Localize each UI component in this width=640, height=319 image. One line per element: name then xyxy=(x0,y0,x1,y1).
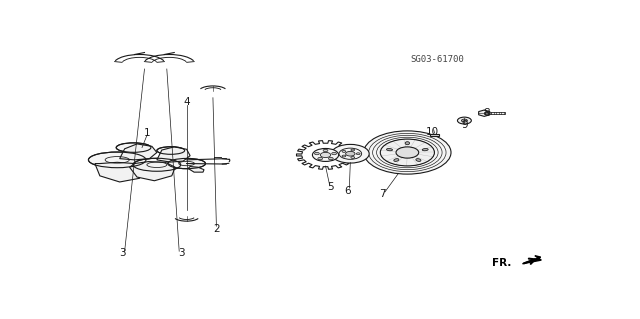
Ellipse shape xyxy=(168,159,205,169)
Circle shape xyxy=(332,152,337,155)
Polygon shape xyxy=(522,256,541,264)
Text: 10: 10 xyxy=(426,127,439,137)
Circle shape xyxy=(332,145,369,163)
Polygon shape xyxy=(157,147,190,162)
Text: 9: 9 xyxy=(461,121,468,130)
Text: 8: 8 xyxy=(483,108,490,118)
Ellipse shape xyxy=(416,159,421,161)
Circle shape xyxy=(346,152,355,156)
Text: 7: 7 xyxy=(380,189,386,199)
Polygon shape xyxy=(479,110,490,116)
Circle shape xyxy=(342,151,346,152)
Circle shape xyxy=(356,153,360,155)
Circle shape xyxy=(318,157,323,160)
Circle shape xyxy=(396,147,419,158)
Text: 3: 3 xyxy=(179,248,185,258)
Text: 5: 5 xyxy=(327,182,334,192)
Text: 4: 4 xyxy=(183,97,190,107)
Circle shape xyxy=(342,155,346,157)
Circle shape xyxy=(351,157,355,159)
Circle shape xyxy=(320,152,331,158)
Ellipse shape xyxy=(157,147,185,154)
Polygon shape xyxy=(120,144,157,160)
Ellipse shape xyxy=(405,142,410,145)
Text: 1: 1 xyxy=(143,128,150,138)
Ellipse shape xyxy=(422,149,428,151)
Polygon shape xyxy=(188,167,204,172)
Circle shape xyxy=(314,152,319,155)
FancyBboxPatch shape xyxy=(430,134,439,136)
Ellipse shape xyxy=(387,149,392,151)
Text: 3: 3 xyxy=(119,248,125,258)
Ellipse shape xyxy=(133,158,180,171)
Polygon shape xyxy=(129,162,175,181)
Text: SG03-61700: SG03-61700 xyxy=(410,55,464,64)
Text: 6: 6 xyxy=(344,186,351,196)
Circle shape xyxy=(461,119,467,122)
Circle shape xyxy=(364,131,451,174)
Ellipse shape xyxy=(88,152,146,168)
Circle shape xyxy=(380,139,435,166)
Ellipse shape xyxy=(116,143,151,152)
Text: FR.: FR. xyxy=(492,258,511,268)
Circle shape xyxy=(323,149,328,152)
Circle shape xyxy=(351,149,355,151)
Polygon shape xyxy=(95,162,143,182)
Ellipse shape xyxy=(394,159,399,161)
Circle shape xyxy=(458,117,471,124)
Circle shape xyxy=(328,157,333,160)
Circle shape xyxy=(312,148,339,161)
Text: 2: 2 xyxy=(213,224,220,234)
Polygon shape xyxy=(484,112,505,114)
